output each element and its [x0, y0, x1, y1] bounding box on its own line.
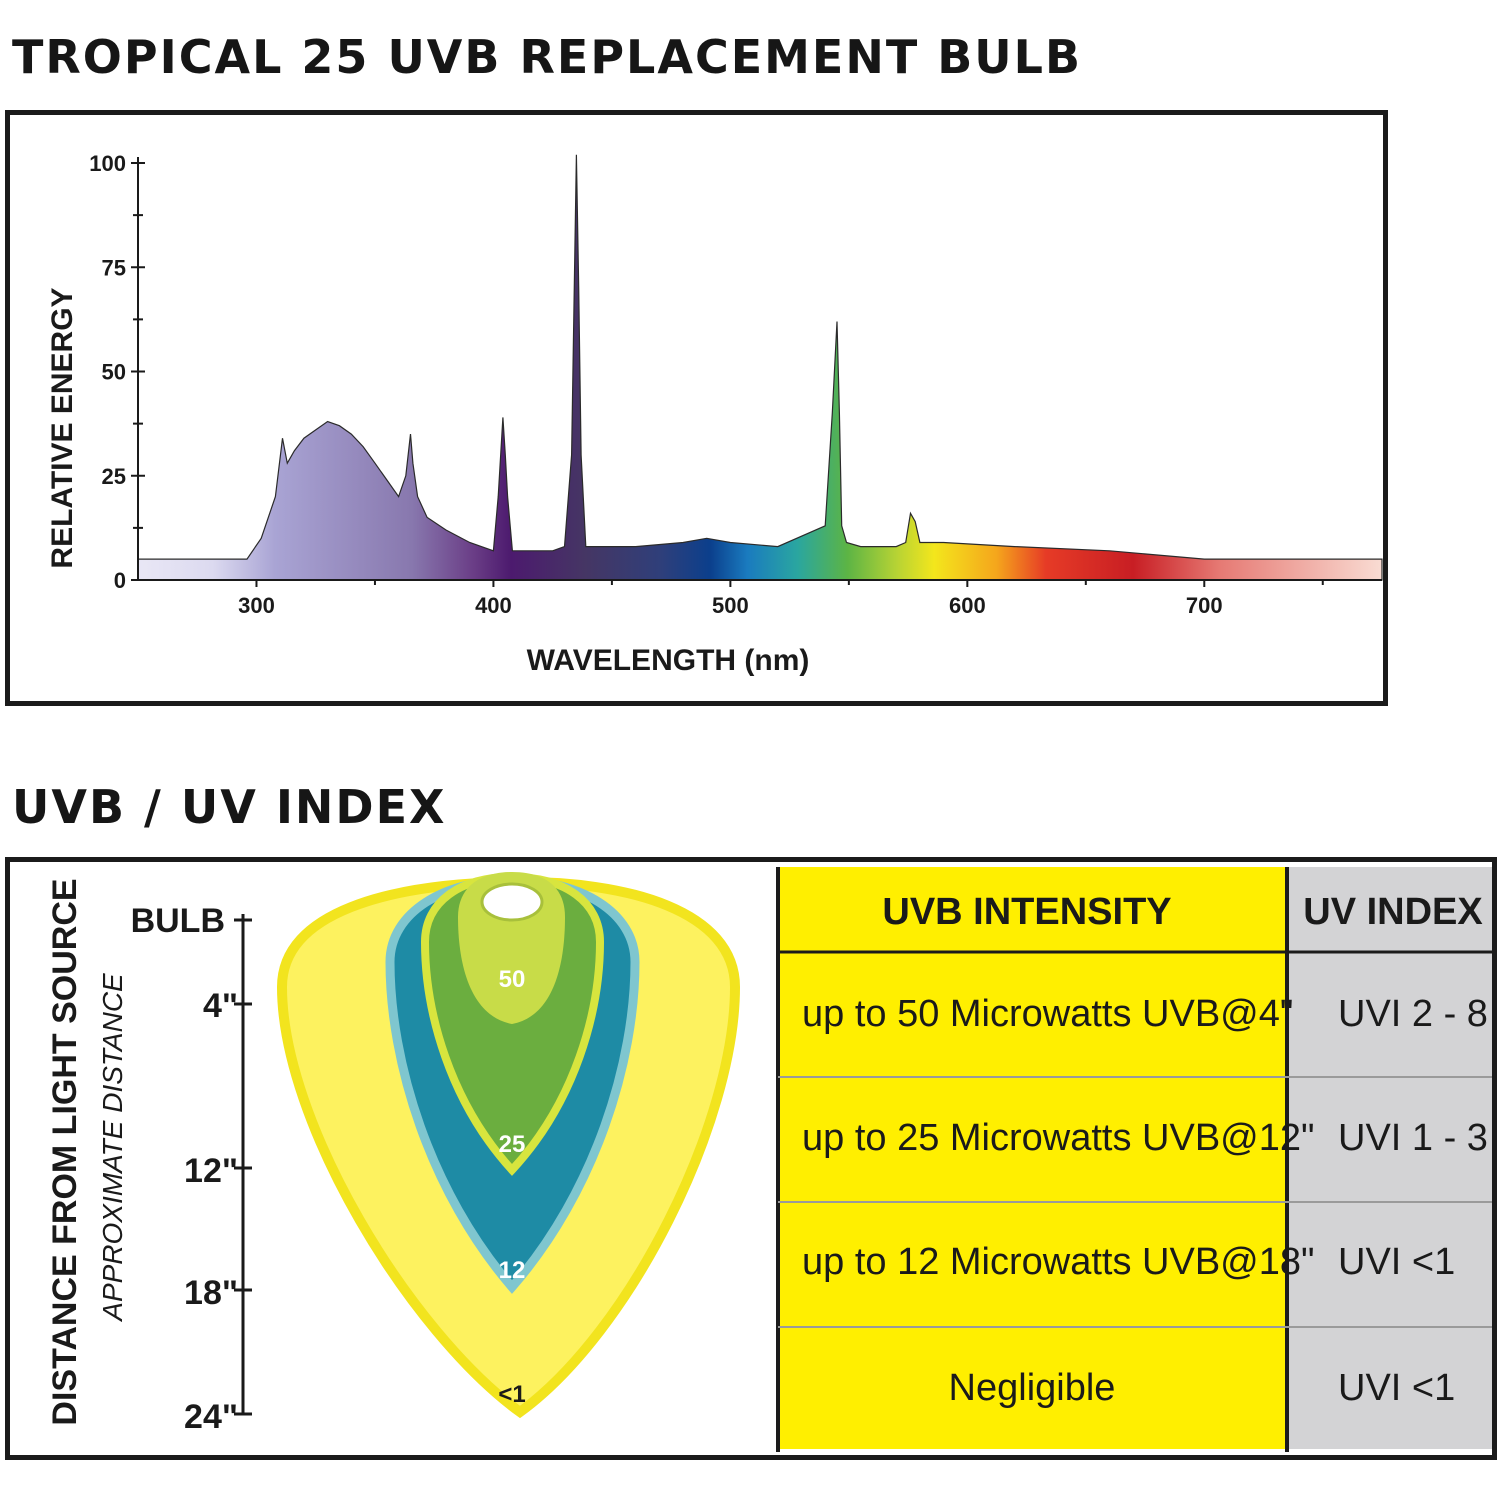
- row-4-index: UVI <1: [1338, 1367, 1455, 1409]
- intensity-column-bg: [778, 867, 1287, 1449]
- distance-label-24in: 24": [184, 1398, 238, 1436]
- chart-axes: [131, 157, 1382, 587]
- row-3-intensity: up to 12 Microwatts UVB@18": [802, 1241, 1315, 1283]
- distance-label-18in: 18": [184, 1274, 238, 1312]
- y-tick-label: 0: [114, 568, 126, 593]
- x-tick-label: 400: [475, 593, 512, 618]
- y-tick-label: 50: [102, 360, 126, 385]
- bulb-icon: [480, 882, 544, 922]
- y-tick-label: 25: [102, 464, 126, 489]
- zone-label-under-1: <1: [498, 1381, 525, 1408]
- uv-index-section-title: UVB / UV INDEX: [12, 780, 447, 834]
- distance-axis-subtitle: APPROXIMATE DISTANCE: [97, 973, 128, 1323]
- y-tick-label: 100: [89, 151, 126, 176]
- uv-index-frame: DISTANCE FROM LIGHT SOURCE APPROXIMATE D…: [5, 857, 1497, 1460]
- row-4-intensity: Negligible: [949, 1367, 1116, 1409]
- y-tick-label: 75: [102, 255, 126, 280]
- x-tick-label: 500: [712, 593, 749, 618]
- index-column-bg: [1287, 867, 1492, 1449]
- row-2-intensity: up to 25 Microwatts UVB@12": [802, 1117, 1315, 1159]
- header-uv-index: UV INDEX: [1303, 891, 1483, 933]
- distance-label-bulb: BULB: [131, 902, 225, 940]
- y-axis-title: RELATIVE ENERGY: [46, 287, 79, 568]
- row-1-index: UVI 2 - 8: [1338, 993, 1488, 1035]
- distance-axis-title: DISTANCE FROM LIGHT SOURCE: [46, 878, 84, 1425]
- row-3-index: UVI <1: [1338, 1241, 1455, 1283]
- distance-axis: [234, 914, 252, 1416]
- x-tick-label: 300: [238, 593, 275, 618]
- zone-label-50: 50: [499, 966, 526, 993]
- distance-label-4in: 4": [203, 987, 238, 1025]
- x-axis-title: WAVELENGTH (nm): [527, 644, 810, 677]
- x-tick-label: 700: [1186, 593, 1223, 618]
- row-1-intensity: up to 50 Microwatts UVB@4": [802, 993, 1293, 1035]
- distance-label-12in: 12": [184, 1152, 238, 1190]
- zone-label-25: 25: [499, 1131, 526, 1158]
- chart-tick-labels: 0 25 50 75 100 300 400 500 600 700: [89, 151, 1222, 618]
- uv-index-table: UVB INTENSITY UV INDEX up to 50 Microwat…: [776, 867, 1492, 1452]
- zone-label-12: 12: [499, 1257, 526, 1284]
- row-2-index: UVI 1 - 3: [1338, 1117, 1488, 1159]
- spectrum-section-title: TROPICAL 25 UVB REPLACEMENT BULB: [12, 30, 1083, 84]
- header-uvb-intensity: UVB INTENSITY: [882, 891, 1171, 933]
- uvb-zone-diagram: 50 25 12 <1: [276, 872, 741, 1419]
- spectrum-chart: 0 25 50 75 100 300 400 500 600 700 WAVELENGTH (nm…: [46, 151, 1383, 677]
- x-tick-label: 600: [949, 593, 986, 618]
- spectrum-chart-frame: 0 25 50 75 100 300 400 500 600 700 WAVELENGTH (nm…: [5, 110, 1388, 706]
- uv-index-panel: DISTANCE FROM LIGHT SOURCE APPROXIMATE D…: [46, 867, 1492, 1452]
- spectrum-area: [137, 154, 1383, 581]
